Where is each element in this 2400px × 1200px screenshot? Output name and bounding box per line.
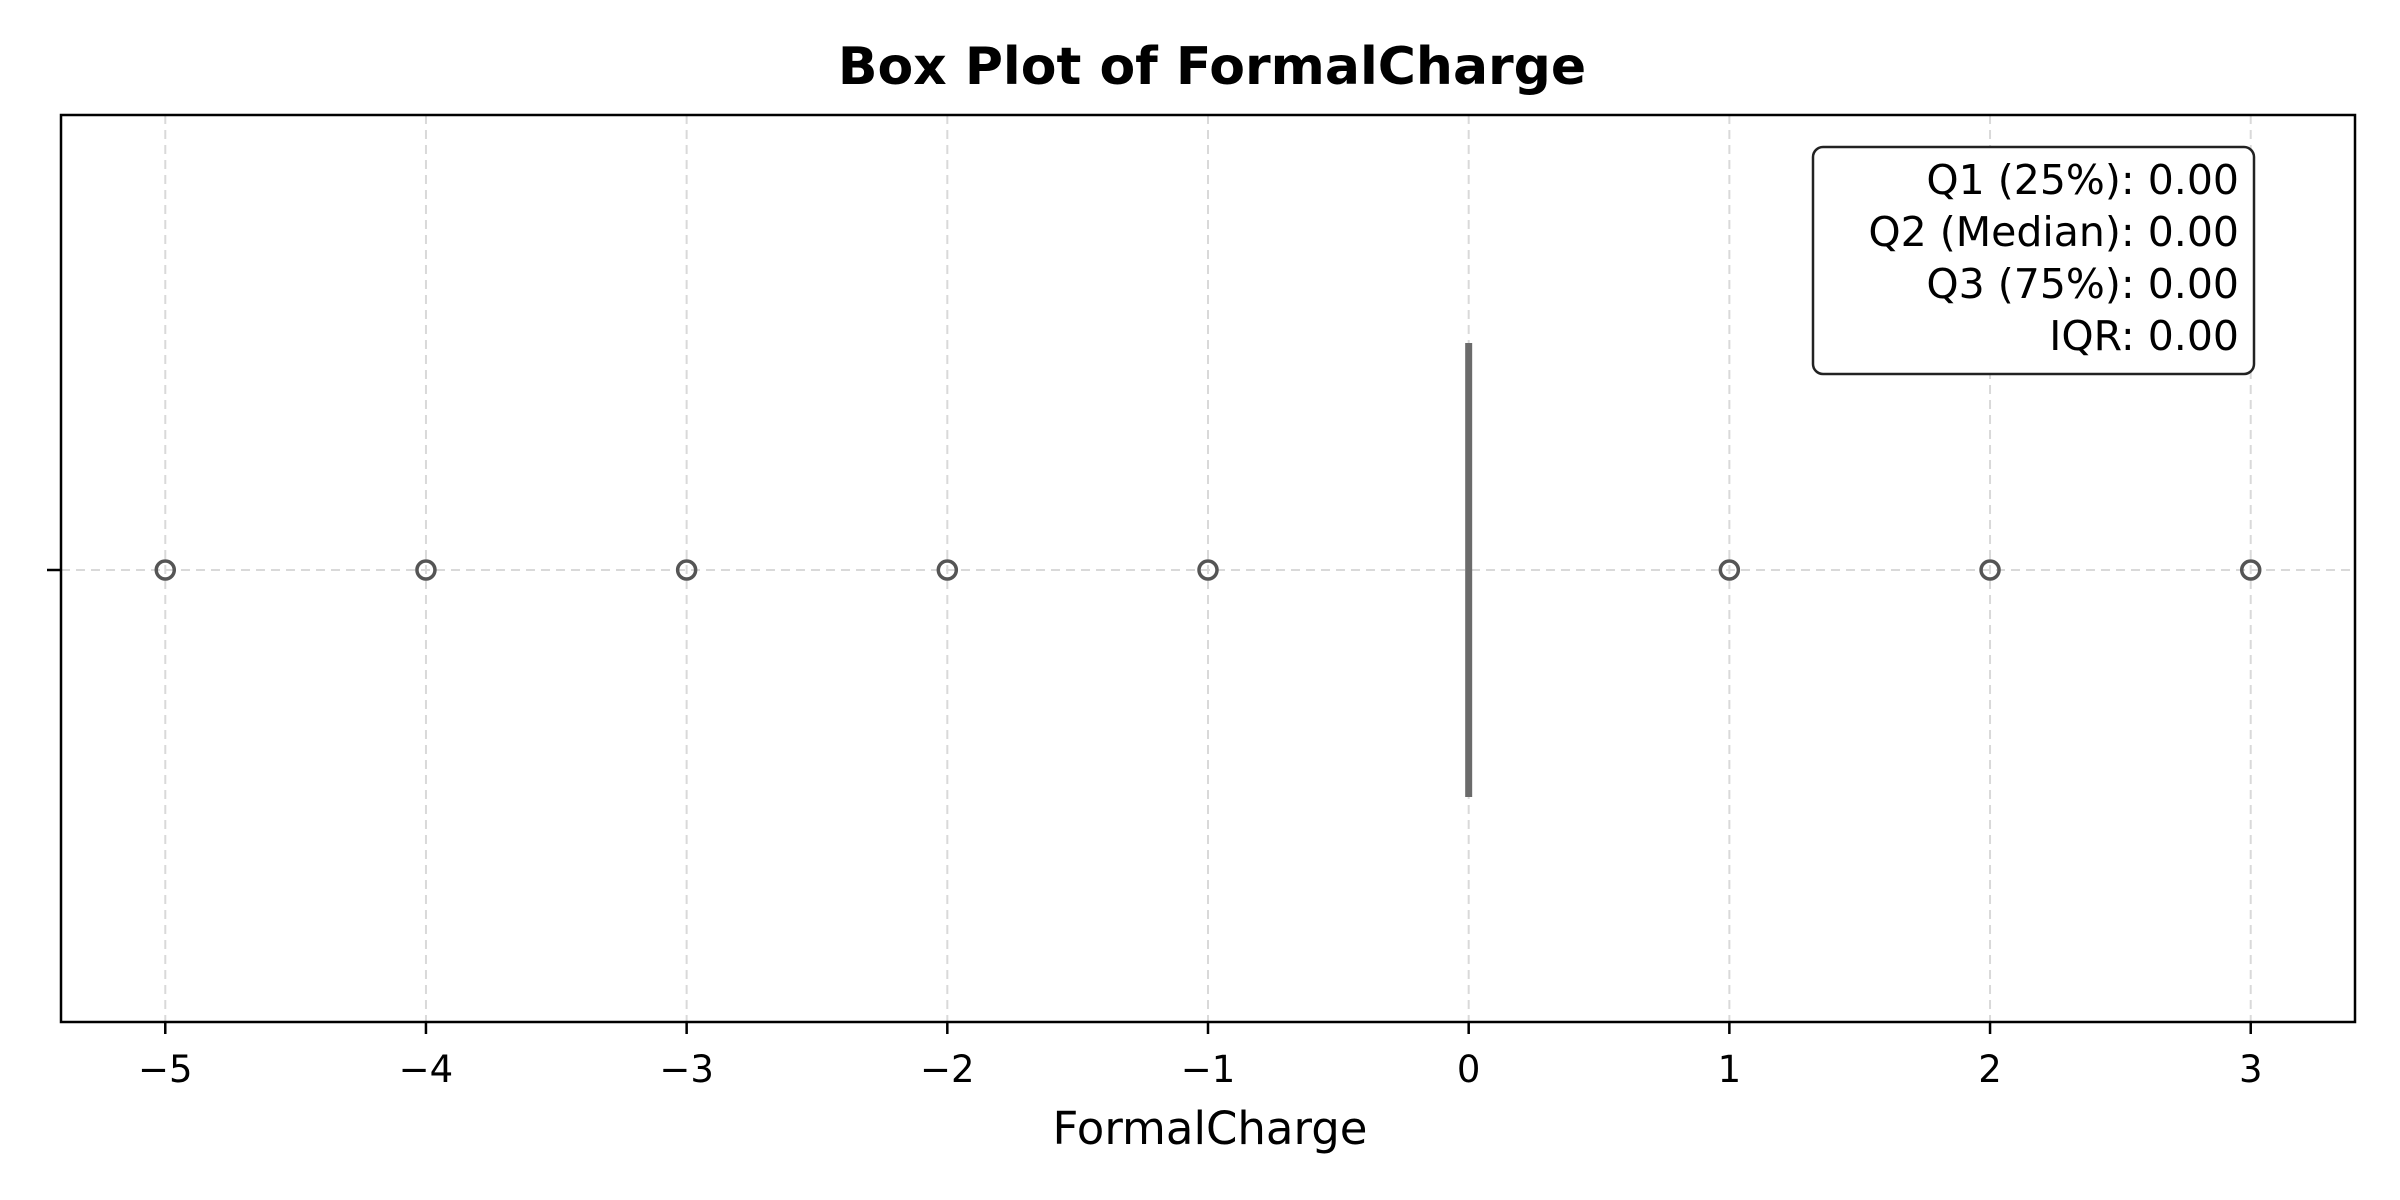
x-tick-label: −5 [138, 1048, 193, 1091]
x-tick-label: −2 [920, 1048, 975, 1091]
x-tick-label: 1 [1718, 1048, 1742, 1091]
stats-legend-line: Q1 (25%): 0.00 [1926, 156, 2239, 204]
outlier-point [675, 559, 698, 581]
stats-legend-line: Q3 (75%): 0.00 [1926, 260, 2239, 308]
x-tick-label: 3 [2239, 1048, 2263, 1091]
outlier-points [154, 559, 2262, 581]
x-tick-label: −3 [659, 1048, 714, 1091]
chart-title: Box Plot of FormalCharge [838, 37, 1586, 97]
x-axis-ticks: −5 −4 −3 −2 −1 0 1 2 3 [138, 1022, 2263, 1091]
outlier-point [154, 559, 177, 581]
stats-legend-box [1811, 145, 2256, 376]
outlier-point [936, 559, 959, 581]
outlier-point [1979, 559, 2001, 581]
stats-legend-line: Q2 (Median): 0.00 [1868, 208, 2239, 256]
x-tick-label: 0 [1457, 1048, 1481, 1091]
outlier-point [1197, 559, 1219, 581]
outlier-point [415, 559, 437, 581]
stats-legend-line: IQR: 0.00 [2049, 312, 2239, 360]
x-tick-label: −1 [1181, 1048, 1236, 1091]
x-tick-label: −4 [399, 1048, 454, 1091]
outlier-point [2239, 559, 2262, 581]
x-tick-label: 2 [1978, 1048, 2002, 1091]
outlier-point [1718, 559, 1741, 581]
x-axis-label: FormalCharge [1053, 1102, 1368, 1155]
